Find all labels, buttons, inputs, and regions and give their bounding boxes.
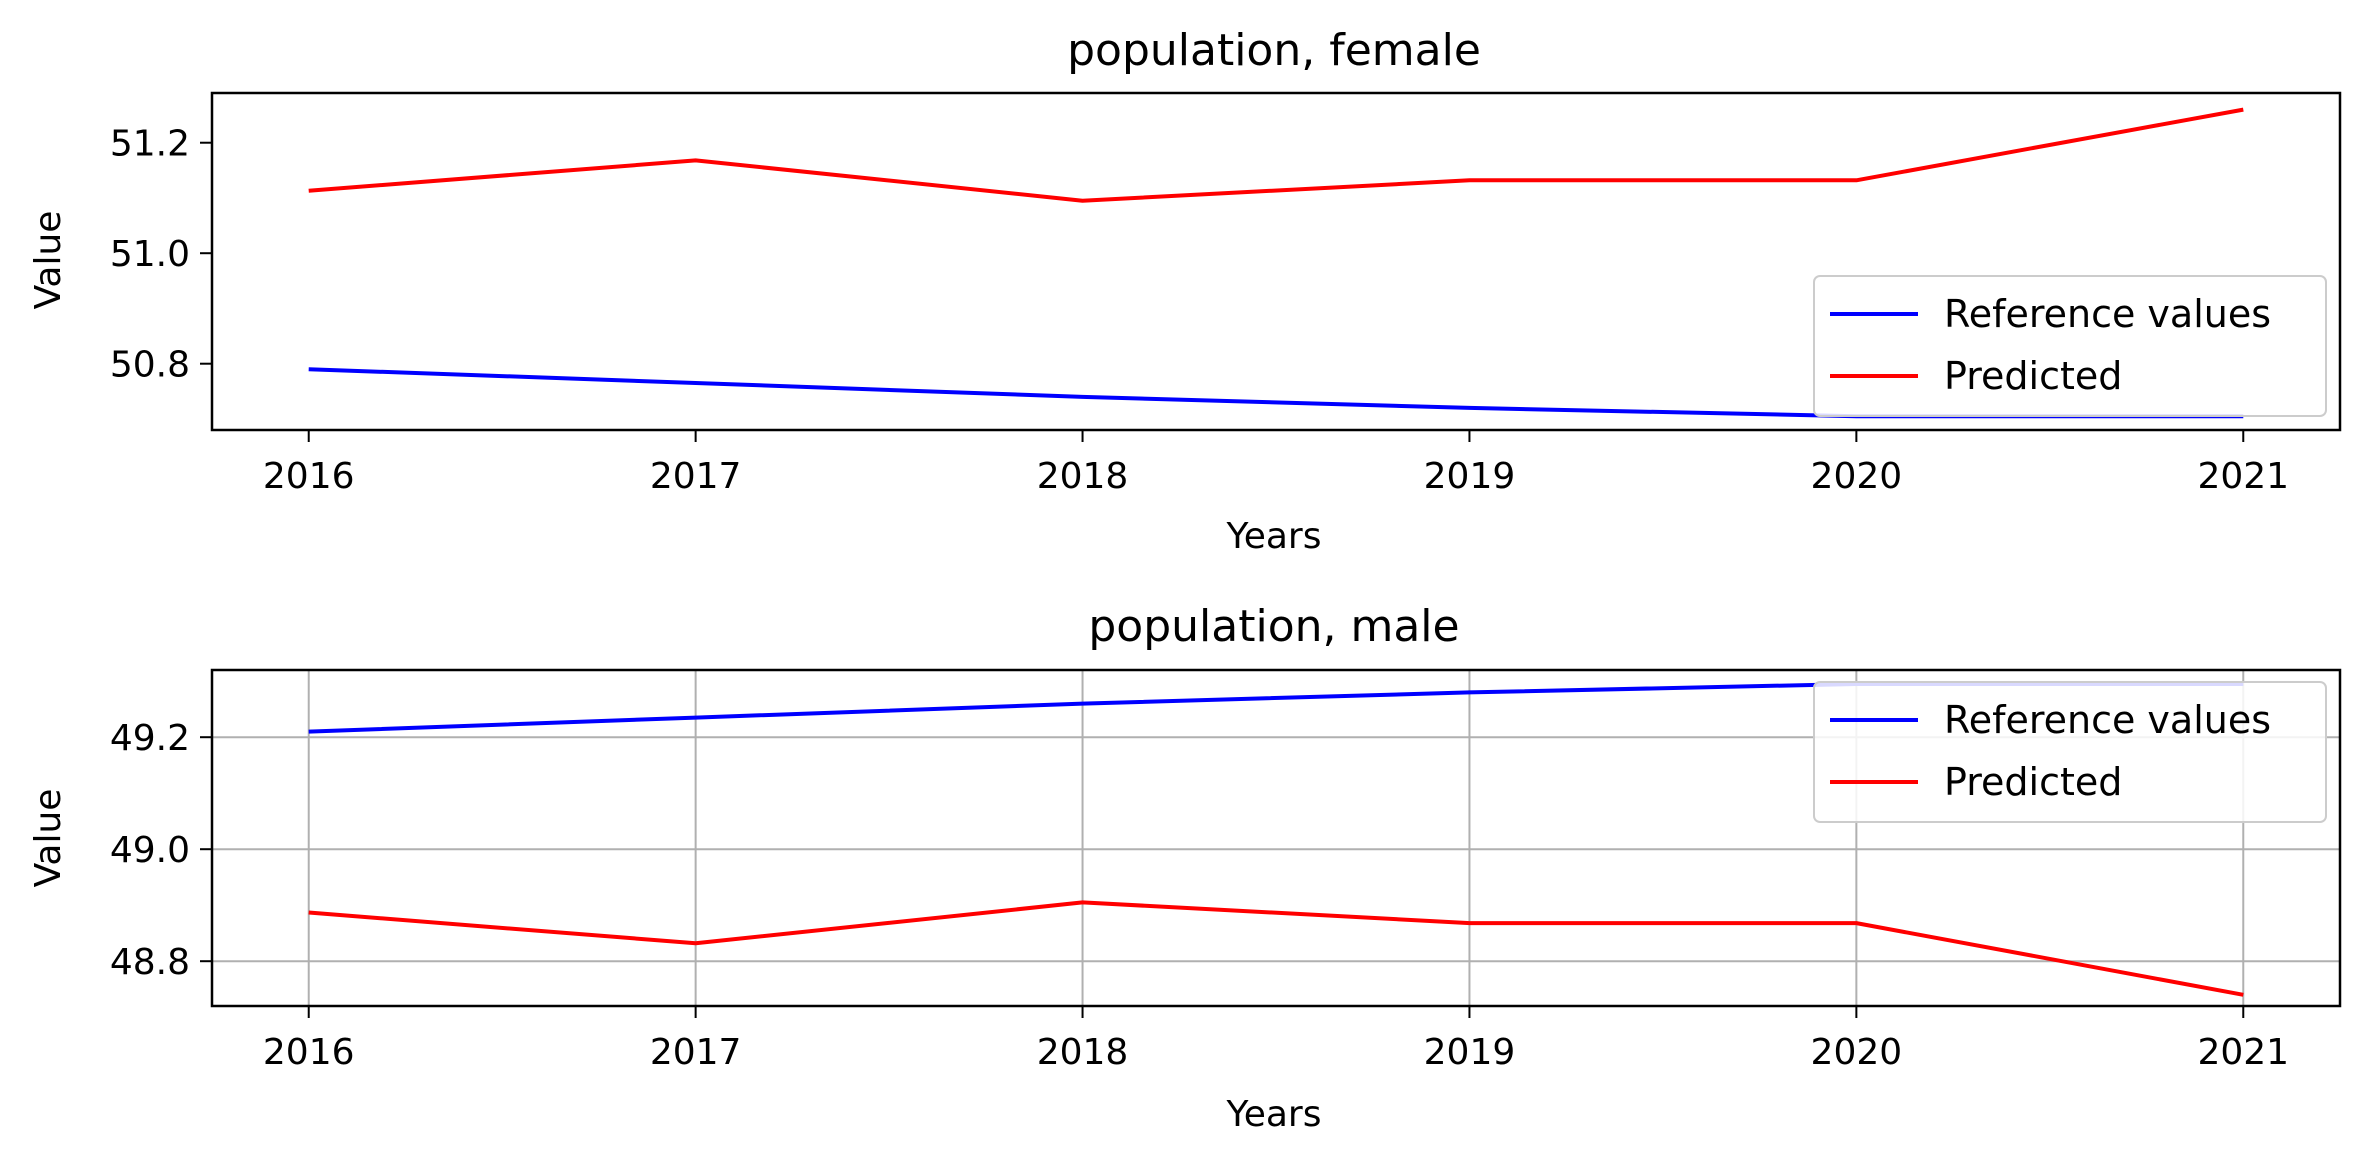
y-tick-label: 48.8 (110, 942, 190, 983)
legend-label: Predicted (1944, 354, 2122, 398)
x-tick-label: 2018 (1037, 1032, 1129, 1073)
y-axis-label: Value (28, 789, 69, 888)
legend: Reference values Predicted (1813, 681, 2327, 823)
y-tick-label: 50.8 (110, 345, 190, 386)
axes-frame (210, 91, 2342, 432)
chart-title: population, male (1088, 601, 1459, 652)
x-tick-label: 2018 (1037, 456, 1129, 497)
legend-box (1813, 681, 2327, 823)
x-tick-label: 2019 (1424, 1032, 1516, 1073)
chart-male: population, male Years Value 2016 2017 201… (28, 601, 2342, 1135)
series-line-1 (308, 900, 2244, 997)
legend-label: Reference values (1944, 698, 2271, 742)
x-axis-label: Years (1226, 516, 1322, 557)
x-tick-label: 2016 (263, 1032, 355, 1073)
x-tick-label: 2020 (1811, 456, 1903, 497)
y-tick-label: 49.0 (110, 830, 190, 871)
x-tick-label: 2021 (2197, 456, 2289, 497)
y-tick-label: 51.0 (110, 234, 190, 275)
x-tick-label: 2017 (650, 1032, 742, 1073)
x-tick-label: 2020 (1811, 1032, 1903, 1073)
legend: Reference values Predicted (1813, 275, 2327, 417)
chart-title: population, female (1067, 25, 1481, 76)
series-line-1 (308, 107, 2244, 203)
legend-label: Reference values (1944, 292, 2271, 336)
y-axis-label: Value (28, 211, 69, 310)
x-tick-label: 2016 (263, 456, 355, 497)
x-tick-label: 2017 (650, 456, 742, 497)
x-tick-label: 2019 (1424, 456, 1516, 497)
legend-box (1813, 275, 2327, 417)
y-tick-label: 51.2 (110, 124, 190, 165)
legend-label: Predicted (1944, 760, 2122, 804)
x-axis-label: Years (1226, 1094, 1322, 1135)
x-tick-label: 2021 (2197, 1032, 2289, 1073)
axes-frame (210, 668, 2342, 1008)
chart-female: population, female Years Value 2016 2017 2… (28, 25, 2342, 557)
y-tick-label: 49.2 (110, 718, 190, 759)
